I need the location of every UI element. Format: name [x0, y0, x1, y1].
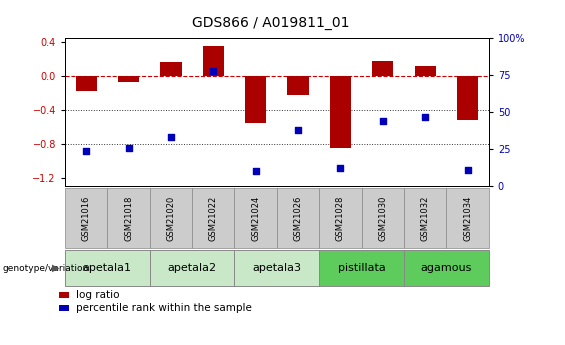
Text: GSM21026: GSM21026 — [294, 196, 302, 241]
Point — [420, 114, 430, 119]
Bar — [457, 76, 478, 120]
Bar — [160, 62, 181, 76]
Point — [463, 167, 472, 173]
Text: GSM21024: GSM21024 — [251, 196, 260, 241]
Point — [251, 169, 260, 174]
Point — [379, 118, 388, 124]
Text: apetala1: apetala1 — [83, 263, 132, 273]
Text: apetala2: apetala2 — [168, 263, 216, 273]
Bar — [245, 76, 266, 123]
Text: apetala3: apetala3 — [253, 263, 301, 273]
Text: GSM21022: GSM21022 — [209, 196, 218, 241]
Bar — [76, 76, 97, 91]
Bar — [415, 66, 436, 76]
Point — [294, 127, 303, 133]
Point — [82, 148, 91, 154]
Bar — [203, 47, 224, 76]
Text: pistillata: pistillata — [338, 263, 385, 273]
Bar — [288, 76, 308, 95]
Point — [167, 135, 176, 140]
Text: GSM21034: GSM21034 — [463, 196, 472, 241]
Bar — [330, 76, 351, 148]
Text: GSM21018: GSM21018 — [124, 196, 133, 241]
Text: GSM21032: GSM21032 — [421, 196, 429, 241]
Text: GSM21016: GSM21016 — [82, 196, 90, 241]
Bar — [372, 61, 393, 76]
Text: log ratio: log ratio — [76, 290, 120, 300]
Text: genotype/variation: genotype/variation — [3, 264, 89, 273]
Text: GSM21020: GSM21020 — [167, 196, 175, 241]
Point — [209, 68, 218, 73]
Point — [336, 166, 345, 171]
Text: GSM21030: GSM21030 — [379, 196, 387, 241]
Text: GSM21028: GSM21028 — [336, 196, 345, 241]
Text: agamous: agamous — [421, 263, 472, 273]
Text: ▶: ▶ — [52, 263, 59, 273]
Bar — [118, 76, 139, 82]
Point — [124, 145, 133, 150]
Text: percentile rank within the sample: percentile rank within the sample — [76, 303, 252, 313]
Text: GDS866 / A019811_01: GDS866 / A019811_01 — [193, 16, 350, 30]
